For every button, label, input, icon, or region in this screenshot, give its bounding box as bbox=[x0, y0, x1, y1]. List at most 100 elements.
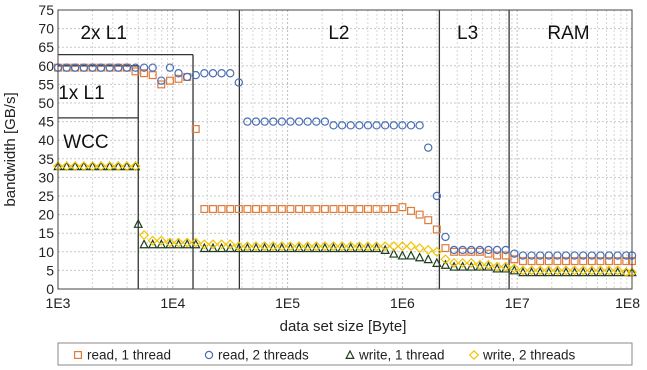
data-point bbox=[509, 263, 520, 274]
data-point bbox=[415, 121, 424, 130]
data-point bbox=[216, 239, 227, 250]
data-point bbox=[70, 161, 81, 172]
data-point bbox=[165, 76, 174, 85]
data-point bbox=[544, 257, 553, 266]
data-point bbox=[191, 125, 200, 134]
data-point bbox=[303, 205, 312, 214]
y-tick-label: 30 bbox=[38, 169, 54, 185]
region-label-ram: RAM bbox=[547, 23, 589, 44]
data-point bbox=[312, 117, 321, 126]
data-point bbox=[578, 265, 589, 276]
data-point bbox=[561, 257, 570, 266]
plot-frame bbox=[57, 9, 633, 290]
data-point bbox=[423, 253, 434, 264]
data-point bbox=[493, 251, 502, 260]
data-point bbox=[174, 74, 183, 83]
legend-marker-circle bbox=[204, 350, 214, 360]
series-circle bbox=[53, 63, 637, 260]
data-point bbox=[217, 69, 226, 78]
data-point bbox=[114, 63, 123, 72]
data-point bbox=[596, 251, 605, 260]
data-point bbox=[320, 117, 330, 126]
data-point bbox=[449, 245, 459, 255]
data-point bbox=[389, 121, 398, 130]
data-point bbox=[130, 161, 141, 172]
data-point bbox=[388, 241, 399, 252]
y-tick-label: 35 bbox=[38, 151, 54, 167]
data-point bbox=[208, 69, 218, 78]
data-points bbox=[52, 63, 638, 278]
region-label-wcc: WCC bbox=[63, 132, 108, 153]
data-point bbox=[467, 245, 476, 255]
x-tick-label: 1E5 bbox=[275, 295, 300, 311]
data-point bbox=[501, 245, 510, 255]
region-label-l2: L2 bbox=[328, 23, 349, 44]
legend-label: read, 1 thread bbox=[87, 348, 171, 363]
series-square bbox=[53, 63, 636, 266]
data-point bbox=[182, 237, 193, 248]
data-point bbox=[622, 251, 631, 260]
data-point bbox=[613, 257, 622, 266]
data-point bbox=[407, 206, 416, 215]
data-point bbox=[605, 257, 614, 266]
data-point bbox=[303, 117, 312, 126]
data-point bbox=[535, 265, 546, 276]
data-point bbox=[458, 245, 467, 255]
data-point bbox=[226, 205, 235, 214]
data-point bbox=[208, 205, 217, 214]
data-point bbox=[121, 161, 132, 172]
data-point bbox=[250, 241, 262, 252]
y-tick-label: 75 bbox=[38, 2, 54, 18]
data-point bbox=[432, 191, 442, 201]
data-point bbox=[431, 246, 442, 257]
region-label-l3: L3 bbox=[457, 23, 478, 44]
data-point bbox=[579, 251, 588, 260]
data-point bbox=[449, 257, 460, 269]
data-point bbox=[269, 205, 278, 214]
data-point bbox=[295, 205, 304, 214]
data-point bbox=[311, 241, 322, 252]
data-point bbox=[553, 251, 562, 260]
data-point bbox=[61, 161, 72, 172]
data-point bbox=[380, 244, 390, 254]
data-point bbox=[268, 241, 279, 252]
data-point bbox=[78, 161, 89, 172]
x-tick-label: 1E7 bbox=[505, 295, 530, 311]
data-point bbox=[570, 251, 579, 260]
data-point bbox=[259, 241, 270, 252]
data-point bbox=[613, 251, 622, 260]
data-point bbox=[595, 265, 606, 276]
data-point bbox=[122, 63, 132, 72]
legend-item: read, 2 threads bbox=[204, 348, 309, 363]
data-point bbox=[518, 251, 528, 260]
data-point bbox=[612, 265, 623, 276]
y-tick-label: 45 bbox=[38, 114, 54, 130]
data-point bbox=[225, 242, 235, 253]
data-point bbox=[553, 257, 562, 266]
data-point bbox=[432, 225, 441, 234]
data-point bbox=[329, 121, 338, 130]
y-tick-label: 50 bbox=[38, 95, 54, 111]
data-point bbox=[329, 205, 338, 214]
data-point bbox=[207, 239, 219, 250]
y-tick-label: 10 bbox=[38, 244, 54, 260]
data-point bbox=[225, 69, 235, 78]
data-point bbox=[199, 242, 210, 253]
y-tick-label: 55 bbox=[38, 76, 54, 92]
data-point bbox=[190, 237, 201, 248]
data-point bbox=[260, 205, 269, 214]
y-tick-label: 20 bbox=[38, 207, 54, 223]
data-point bbox=[406, 250, 416, 260]
data-point bbox=[535, 251, 545, 260]
data-point bbox=[536, 257, 545, 266]
data-point bbox=[165, 63, 175, 72]
x-axis-ticks: 1E3 1E4 1E5 1E6 1E7 1E8 bbox=[46, 295, 641, 311]
data-point bbox=[362, 241, 374, 252]
data-point bbox=[510, 249, 519, 258]
data-point bbox=[243, 117, 252, 126]
data-point bbox=[157, 80, 166, 89]
y-tick-label: 60 bbox=[38, 58, 54, 74]
data-point bbox=[200, 205, 209, 214]
data-point bbox=[492, 261, 503, 272]
data-point bbox=[312, 205, 321, 214]
